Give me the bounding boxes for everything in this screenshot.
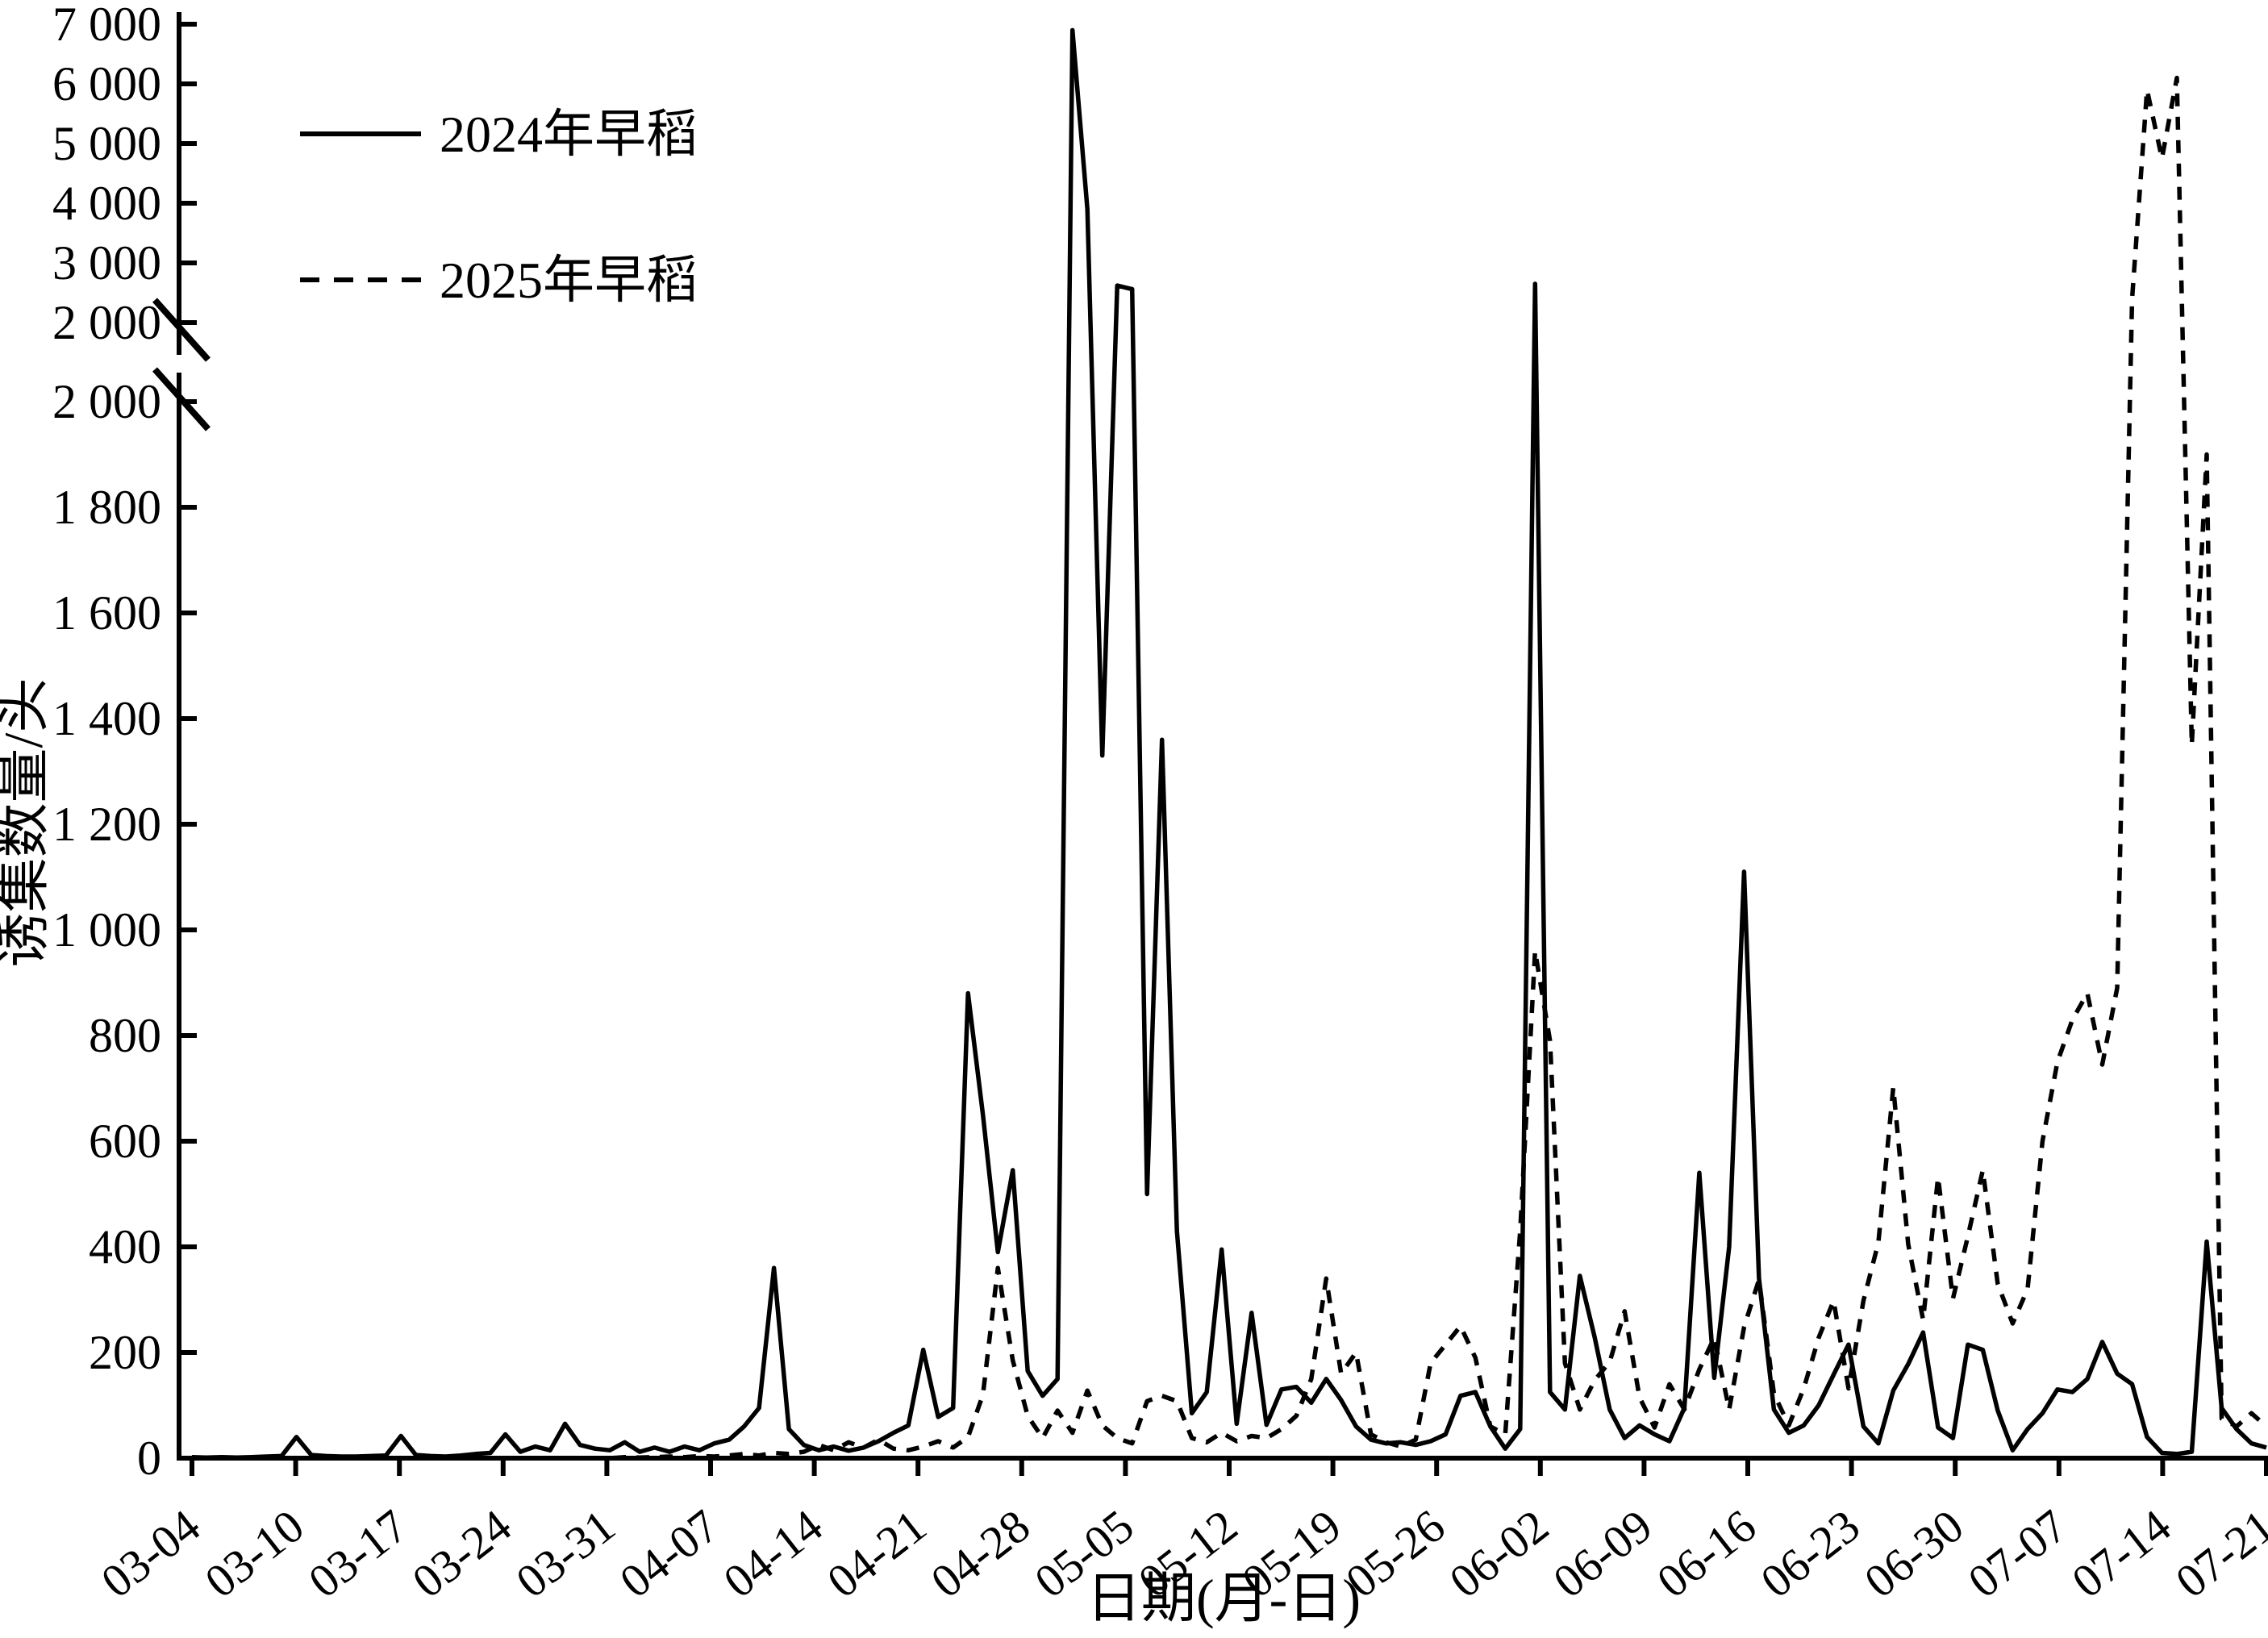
series-2024 (191, 27, 2267, 1461)
x-tick-label: 03-31 (507, 1499, 625, 1608)
x-tick-label: 06-16 (1647, 1499, 1766, 1608)
y-tick-label: 6 000 (52, 57, 161, 110)
y-tick-label: 1 800 (52, 481, 161, 534)
y-tick-label: 1 200 (52, 798, 161, 851)
x-tick-label: 03-10 (195, 1499, 314, 1608)
legend: 2024年早稻 2025年早稻 (300, 106, 698, 309)
y-tick-label: 2 000 (52, 296, 161, 349)
y-tick-label: 5 000 (52, 117, 161, 170)
x-tick-label: 04-28 (921, 1499, 1040, 1608)
x-tick-label: 07-07 (1958, 1499, 2077, 1608)
x-tick-label: 03-17 (299, 1499, 418, 1608)
x-tick-label: 04-21 (818, 1499, 936, 1608)
x-tick-label: 06-09 (1544, 1499, 1662, 1608)
x-tick-label: 06-23 (1751, 1499, 1870, 1608)
x-tick-label: 06-02 (1440, 1499, 1558, 1608)
y-tick-label: 4 000 (52, 177, 161, 230)
y-tick-label: 1 600 (52, 586, 161, 640)
x-tick-label: 03-04 (91, 1499, 210, 1608)
x-tick-label: 04-07 (610, 1499, 728, 1608)
legend-label-2024: 2024年早稻 (440, 106, 698, 163)
x-tick-label: 04-14 (714, 1499, 832, 1608)
y-tick-label: 1 400 (52, 692, 161, 745)
x-tick-label: 03-24 (402, 1499, 521, 1608)
axis-break-upper (152, 298, 211, 362)
y-tick-label: 2 000 (52, 375, 161, 428)
y-tick-label: 3 000 (52, 236, 161, 290)
legend-label-2025: 2025年早稻 (440, 252, 698, 309)
x-axis-title: 日期(月-日) (1086, 1568, 1361, 1629)
y-tick-label: 7 000 (52, 0, 161, 51)
y-tick-label: 800 (89, 1009, 161, 1062)
plot-area: 2 000 3 000 4 000 5 000 6 000 7 000 0 200 400 600… (52, 0, 2268, 1608)
y-tick-label: 0 (137, 1432, 161, 1485)
x-tick-label: 07-14 (2062, 1499, 2181, 1608)
series-2025 (192, 75, 2268, 1461)
y-axis-title: 诱集数量/头 (0, 678, 54, 968)
y-tick-label: 600 (89, 1115, 161, 1168)
y-tick-label: 400 (89, 1220, 161, 1273)
y-tick-label: 200 (89, 1326, 161, 1379)
x-tick-label: 06-30 (1855, 1499, 1974, 1608)
x-tick-label: 07-21 (2166, 1499, 2268, 1608)
y-tick-label: 1 000 (52, 903, 161, 957)
